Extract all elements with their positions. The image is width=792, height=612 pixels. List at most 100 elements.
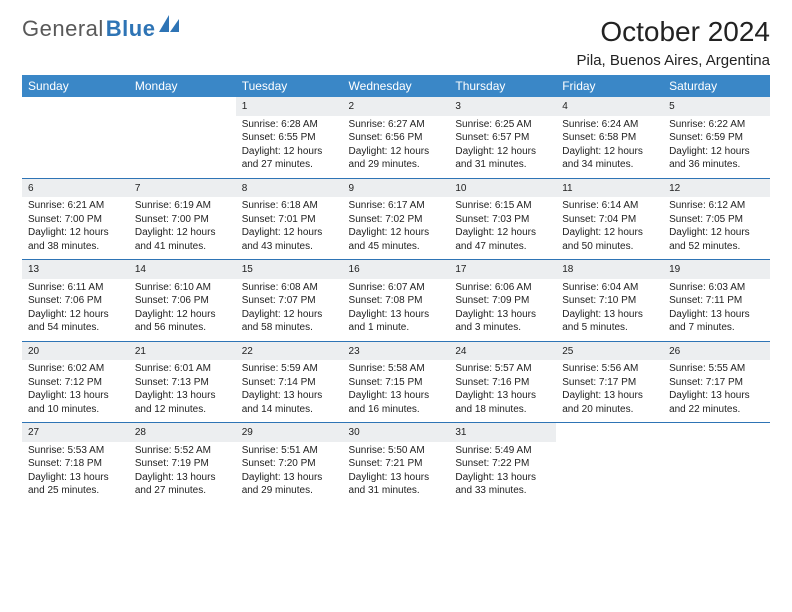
daylight-text: and 20 minutes. <box>562 403 657 417</box>
day-number: 19 <box>669 264 680 275</box>
daylight-text: and 47 minutes. <box>455 240 550 254</box>
day-number: 31 <box>455 427 466 438</box>
day-content-cell: Sunrise: 6:12 AMSunset: 7:05 PMDaylight:… <box>663 197 770 260</box>
daylight-text: and 31 minutes. <box>349 484 444 498</box>
sunset-text: Sunset: 7:17 PM <box>562 376 657 390</box>
sunrise-text: Sunrise: 6:17 AM <box>349 199 444 213</box>
day-number-cell <box>22 97 129 116</box>
col-friday: Friday <box>556 75 663 97</box>
daylight-text: and 18 minutes. <box>455 403 550 417</box>
sunrise-text: Sunrise: 6:15 AM <box>455 199 550 213</box>
sunrise-text: Sunrise: 5:57 AM <box>455 362 550 376</box>
calendar-header-row: Sunday Monday Tuesday Wednesday Thursday… <box>22 75 770 97</box>
day-number-cell: 13 <box>22 260 129 279</box>
sunset-text: Sunset: 7:12 PM <box>28 376 123 390</box>
day-number: 3 <box>455 101 461 112</box>
daynum-row: 20212223242526 <box>22 341 770 360</box>
day-number-cell: 3 <box>449 97 556 116</box>
daylight-text: Daylight: 12 hours <box>135 308 230 322</box>
daynum-row: 13141516171819 <box>22 260 770 279</box>
daylight-text: Daylight: 12 hours <box>455 226 550 240</box>
sunset-text: Sunset: 6:57 PM <box>455 131 550 145</box>
sunrise-text: Sunrise: 5:49 AM <box>455 444 550 458</box>
daylight-text: Daylight: 13 hours <box>28 389 123 403</box>
daylight-text: Daylight: 13 hours <box>562 308 657 322</box>
daylight-text: and 22 minutes. <box>669 403 764 417</box>
day-number-cell: 1 <box>236 97 343 116</box>
content-row: Sunrise: 6:28 AMSunset: 6:55 PMDaylight:… <box>22 116 770 179</box>
daylight-text: Daylight: 13 hours <box>669 389 764 403</box>
day-content-cell: Sunrise: 5:55 AMSunset: 7:17 PMDaylight:… <box>663 360 770 423</box>
sunset-text: Sunset: 7:14 PM <box>242 376 337 390</box>
day-content-cell: Sunrise: 6:22 AMSunset: 6:59 PMDaylight:… <box>663 116 770 179</box>
sunset-text: Sunset: 7:15 PM <box>349 376 444 390</box>
day-number-cell: 4 <box>556 97 663 116</box>
sunset-text: Sunset: 7:16 PM <box>455 376 550 390</box>
daylight-text: and 5 minutes. <box>562 321 657 335</box>
daylight-text: and 43 minutes. <box>242 240 337 254</box>
sunrise-text: Sunrise: 6:04 AM <box>562 281 657 295</box>
day-number: 10 <box>455 183 466 194</box>
sunrise-text: Sunrise: 5:58 AM <box>349 362 444 376</box>
day-number-cell: 2 <box>343 97 450 116</box>
calendar-table: Sunday Monday Tuesday Wednesday Thursday… <box>22 75 770 504</box>
sunrise-text: Sunrise: 6:24 AM <box>562 118 657 132</box>
sunset-text: Sunset: 7:07 PM <box>242 294 337 308</box>
day-content-cell <box>556 442 663 504</box>
day-content-cell: Sunrise: 6:11 AMSunset: 7:06 PMDaylight:… <box>22 279 129 342</box>
daylight-text: and 3 minutes. <box>455 321 550 335</box>
day-content-cell: Sunrise: 6:24 AMSunset: 6:58 PMDaylight:… <box>556 116 663 179</box>
day-number: 27 <box>28 427 39 438</box>
day-number: 6 <box>28 183 34 194</box>
sunrise-text: Sunrise: 6:10 AM <box>135 281 230 295</box>
sunrise-text: Sunrise: 5:53 AM <box>28 444 123 458</box>
day-number: 11 <box>562 183 572 194</box>
daylight-text: Daylight: 12 hours <box>669 145 764 159</box>
day-number: 24 <box>455 346 466 357</box>
day-number-cell: 28 <box>129 423 236 442</box>
day-number-cell: 8 <box>236 178 343 197</box>
daylight-text: and 16 minutes. <box>349 403 444 417</box>
day-number: 9 <box>349 183 355 194</box>
day-number: 1 <box>242 101 248 112</box>
daylight-text: and 56 minutes. <box>135 321 230 335</box>
daylight-text: Daylight: 12 hours <box>349 145 444 159</box>
day-content-cell: Sunrise: 6:10 AMSunset: 7:06 PMDaylight:… <box>129 279 236 342</box>
daylight-text: Daylight: 12 hours <box>28 226 123 240</box>
day-number-cell <box>129 97 236 116</box>
sunrise-text: Sunrise: 6:25 AM <box>455 118 550 132</box>
sunrise-text: Sunrise: 6:18 AM <box>242 199 337 213</box>
daylight-text: Daylight: 12 hours <box>349 226 444 240</box>
daynum-row: 2728293031 <box>22 423 770 442</box>
day-content-cell: Sunrise: 6:21 AMSunset: 7:00 PMDaylight:… <box>22 197 129 260</box>
day-number: 26 <box>669 346 680 357</box>
day-number-cell: 10 <box>449 178 556 197</box>
day-number: 12 <box>669 183 680 194</box>
day-number-cell: 20 <box>22 341 129 360</box>
location: Pila, Buenos Aires, Argentina <box>577 52 770 69</box>
sunset-text: Sunset: 7:03 PM <box>455 213 550 227</box>
day-number: 22 <box>242 346 253 357</box>
sunrise-text: Sunrise: 6:11 AM <box>28 281 123 295</box>
daylight-text: Daylight: 13 hours <box>135 389 230 403</box>
day-number-cell: 15 <box>236 260 343 279</box>
sunrise-text: Sunrise: 6:08 AM <box>242 281 337 295</box>
daylight-text: and 27 minutes. <box>135 484 230 498</box>
day-content-cell: Sunrise: 6:08 AMSunset: 7:07 PMDaylight:… <box>236 279 343 342</box>
sunset-text: Sunset: 7:00 PM <box>28 213 123 227</box>
sunrise-text: Sunrise: 6:27 AM <box>349 118 444 132</box>
daylight-text: Daylight: 12 hours <box>242 308 337 322</box>
daylight-text: and 1 minute. <box>349 321 444 335</box>
daylight-text: Daylight: 13 hours <box>349 471 444 485</box>
content-row: Sunrise: 6:11 AMSunset: 7:06 PMDaylight:… <box>22 279 770 342</box>
sunset-text: Sunset: 7:22 PM <box>455 457 550 471</box>
daylight-text: and 31 minutes. <box>455 158 550 172</box>
day-content-cell: Sunrise: 5:52 AMSunset: 7:19 PMDaylight:… <box>129 442 236 504</box>
sunset-text: Sunset: 7:18 PM <box>28 457 123 471</box>
daylight-text: Daylight: 13 hours <box>28 471 123 485</box>
sunrise-text: Sunrise: 5:51 AM <box>242 444 337 458</box>
day-number-cell: 30 <box>343 423 450 442</box>
day-content-cell: Sunrise: 5:49 AMSunset: 7:22 PMDaylight:… <box>449 442 556 504</box>
day-number-cell: 22 <box>236 341 343 360</box>
daylight-text: Daylight: 13 hours <box>455 308 550 322</box>
